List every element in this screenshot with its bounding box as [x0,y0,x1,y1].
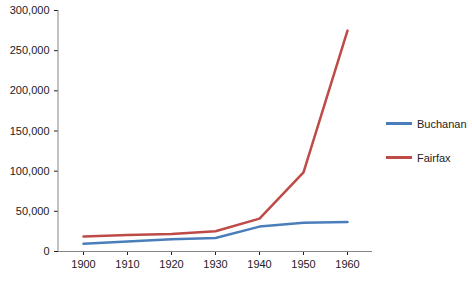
html-text:Fairfax: Fairfax [417,151,451,164]
svg-text:1950: 1950 [291,258,315,270]
svg-text:300,000: 300,000 [10,4,50,16]
svg-text:1900: 1900 [71,258,95,270]
svg-text:1910: 1910 [115,258,139,270]
svg-text:1940: 1940 [247,258,271,270]
svg-text:1930: 1930 [203,258,227,270]
html-text:Buchanan: Buchanan [417,117,467,130]
svg-text:1960: 1960 [335,258,359,270]
svg-text:1920: 1920 [159,258,183,270]
svg-text:50,000: 50,000 [16,205,50,217]
svg-text:200,000: 200,000 [10,84,50,96]
svg-text:150,000: 150,000 [10,125,50,137]
svg-text:0: 0 [43,245,49,257]
svg-text:100,000: 100,000 [10,165,50,177]
svg-text:250,000: 250,000 [10,44,50,56]
